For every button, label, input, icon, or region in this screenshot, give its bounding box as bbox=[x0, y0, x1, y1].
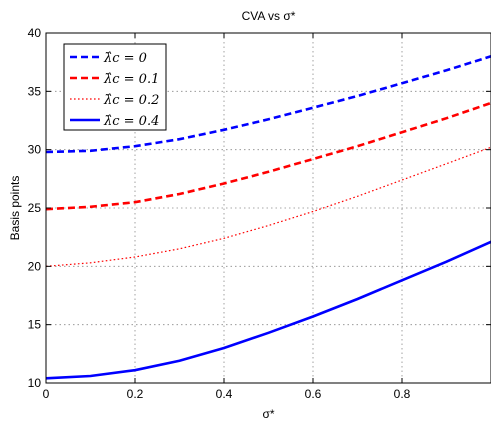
x-tick-label: 0 bbox=[43, 387, 50, 401]
y-axis-label: Basis points bbox=[8, 176, 22, 241]
x-tick-label: 0.2 bbox=[127, 387, 144, 401]
y-tick-label: 25 bbox=[28, 201, 42, 215]
ticks: 0 0.2 0.4 0.6 0.8 10 15 20 25 30 35 40 bbox=[28, 26, 491, 401]
series-line-1 bbox=[45, 101, 491, 211]
x-tick-label: 0.6 bbox=[305, 387, 322, 401]
y-tick-label: 20 bbox=[28, 259, 42, 273]
x-tick-label: 0.4 bbox=[216, 387, 233, 401]
x-axis-label: σ* bbox=[262, 407, 274, 421]
legend-entry: λ̂c = 0.1 bbox=[103, 72, 159, 87]
legend-entry: λ̂c = 0 bbox=[103, 51, 147, 66]
series-lines bbox=[45, 55, 491, 380]
y-tick-label: 10 bbox=[28, 376, 42, 390]
legend-entry: λ̂c = 0.4 bbox=[103, 114, 159, 129]
y-tick-label: 35 bbox=[28, 84, 42, 98]
legend-entry: λ̂c = 0.2 bbox=[103, 93, 159, 108]
legend-box bbox=[63, 43, 167, 131]
y-tick-label: 30 bbox=[28, 143, 42, 157]
chart-title: CVA vs σ* bbox=[242, 9, 296, 23]
x-tick-label: 0.8 bbox=[394, 387, 411, 401]
series-line-3 bbox=[45, 240, 491, 380]
y-tick-label: 40 bbox=[28, 26, 42, 40]
y-tick-label: 15 bbox=[28, 318, 42, 332]
legend: λ̂c = 0 λ̂c = 0.1 λ̂c = 0.2 λ̂c = 0.4 bbox=[63, 43, 167, 131]
series-line-0 bbox=[45, 55, 491, 154]
